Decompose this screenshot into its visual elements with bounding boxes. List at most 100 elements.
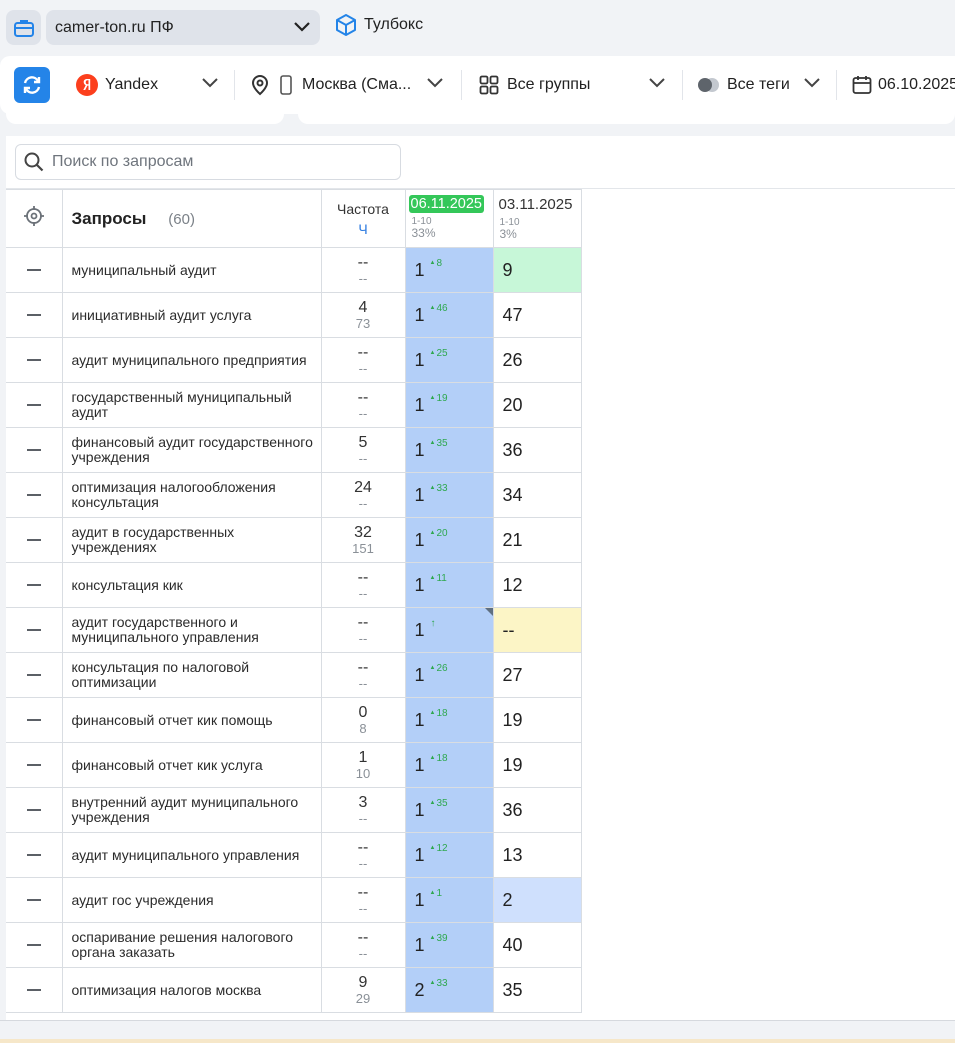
region-select[interactable]: Москва (Сма...	[250, 73, 411, 97]
query-cell[interactable]: муниципальный аудит	[61, 247, 322, 293]
project-select[interactable]: camer-ton.ru ПФ	[46, 10, 320, 45]
table-row[interactable]: финансовый отчет кик помощь 0 8 1 ▲18 19	[6, 697, 582, 743]
toolbox-link[interactable]: Тулбокс	[334, 13, 423, 37]
row-action[interactable]	[6, 607, 63, 653]
position-cell-previous[interactable]: 47	[492, 292, 582, 338]
row-action[interactable]	[6, 337, 63, 383]
queries-header[interactable]: Запросы (60)	[61, 189, 322, 248]
date-column-header[interactable]: 03.11.2025 1-10 3%	[492, 189, 582, 248]
table-row[interactable]: оптимизация налогов москва 9 29 2 ▲33 35	[6, 967, 582, 1013]
row-action[interactable]	[6, 967, 63, 1013]
groups-select[interactable]: Все группы	[479, 73, 590, 97]
position-cell-previous[interactable]: 19	[492, 697, 582, 743]
position-cell-previous[interactable]: 2	[492, 877, 582, 923]
position-cell-current[interactable]: 2 ▲33	[404, 967, 494, 1013]
table-row[interactable]: оспаривание решения налогового органа за…	[6, 922, 582, 968]
query-cell[interactable]: финансовый аудит государственного учрежд…	[61, 427, 322, 473]
position-cell-current[interactable]: 1 ▲1	[404, 877, 494, 923]
position-cell-current[interactable]: 1 ↑	[404, 607, 494, 653]
row-action[interactable]	[6, 877, 63, 923]
query-cell[interactable]: внутренний аудит муниципального учрежден…	[61, 787, 322, 833]
table-row[interactable]: аудит в государственных учреждениях 32 151…	[6, 517, 582, 563]
position-cell-previous[interactable]: --	[492, 607, 582, 653]
table-row[interactable]: финансовый отчет кик услуга 1 10 1 ▲18 19	[6, 742, 582, 788]
query-cell[interactable]: оспаривание решения налогового органа за…	[61, 922, 322, 968]
position-cell-previous[interactable]: 13	[492, 832, 582, 878]
search-input[interactable]: Поиск по запросам	[15, 144, 401, 180]
table-row[interactable]: муниципальный аудит -- -- 1 ▲8 9	[6, 247, 582, 293]
chevron-down-icon[interactable]	[201, 75, 219, 91]
date-column-header[interactable]: 06.11.2025 1-10 33%	[404, 189, 494, 248]
position-cell-current[interactable]: 1 ▲39	[404, 922, 494, 968]
position-cell-current[interactable]: 1 ▲18	[404, 697, 494, 743]
query-cell[interactable]: финансовый отчет кик услуга	[61, 742, 322, 788]
position-cell-previous[interactable]: 35	[492, 967, 582, 1013]
row-action[interactable]	[6, 562, 63, 608]
row-action[interactable]	[6, 697, 63, 743]
table-row[interactable]: аудит муниципального предприятия -- -- 1 ▲25…	[6, 337, 582, 383]
position-cell-previous[interactable]: 9	[492, 247, 582, 293]
position-cell-previous[interactable]: 36	[492, 787, 582, 833]
query-cell[interactable]: оптимизация налогообложения консультация	[61, 472, 322, 518]
refresh-button[interactable]	[14, 67, 50, 103]
table-row[interactable]: внутренний аудит муниципального учрежден…	[6, 787, 582, 833]
query-cell[interactable]: аудит муниципального предприятия	[61, 337, 322, 383]
row-action[interactable]	[6, 922, 63, 968]
position-cell-previous[interactable]: 19	[492, 742, 582, 788]
row-action[interactable]	[6, 517, 63, 563]
position-cell-previous[interactable]: 40	[492, 922, 582, 968]
position-cell-current[interactable]: 1 ▲20	[404, 517, 494, 563]
position-cell-current[interactable]: 1 ▲25	[404, 337, 494, 383]
query-cell[interactable]: аудит гос учреждения	[61, 877, 322, 923]
row-action[interactable]	[6, 247, 63, 293]
query-cell[interactable]: аудит государственного и муниципального …	[61, 607, 322, 653]
position-cell-current[interactable]: 1 ▲11	[404, 562, 494, 608]
position-cell-current[interactable]: 1 ▲8	[404, 247, 494, 293]
table-row[interactable]: аудит гос учреждения -- -- 1 ▲1 2	[6, 877, 582, 923]
table-row[interactable]: государственный муниципальный аудит -- -- 1…	[6, 382, 582, 428]
table-row[interactable]: консультация кик -- -- 1 ▲11 12	[6, 562, 582, 608]
table-row[interactable]: финансовый аудит государственного учрежд…	[6, 427, 582, 473]
briefcase-button[interactable]	[6, 10, 41, 45]
position-cell-current[interactable]: 1 ▲35	[404, 427, 494, 473]
frequency-header[interactable]: Частота Ч	[320, 189, 406, 248]
query-cell[interactable]: аудит муниципального управления	[61, 832, 322, 878]
row-action[interactable]	[6, 832, 63, 878]
position-cell-previous[interactable]: 26	[492, 337, 582, 383]
row-action[interactable]	[6, 382, 63, 428]
row-action[interactable]	[6, 742, 63, 788]
table-row[interactable]: консультация по налоговой оптимизации -- -…	[6, 652, 582, 698]
query-cell[interactable]: консультация кик	[61, 562, 322, 608]
query-cell[interactable]: аудит в государственных учреждениях	[61, 517, 322, 563]
table-row[interactable]: инициативный аудит услуга 4 73 1 ▲46 47	[6, 292, 582, 338]
position-cell-previous[interactable]: 12	[492, 562, 582, 608]
position-cell-previous[interactable]: 20	[492, 382, 582, 428]
position-cell-previous[interactable]: 27	[492, 652, 582, 698]
position-cell-current[interactable]: 1 ▲35	[404, 787, 494, 833]
chevron-down-icon[interactable]	[426, 75, 444, 91]
query-cell[interactable]: консультация по налоговой оптимизации	[61, 652, 322, 698]
position-cell-previous[interactable]: 36	[492, 427, 582, 473]
position-cell-current[interactable]: 1 ▲19	[404, 382, 494, 428]
position-cell-current[interactable]: 1 ▲46	[404, 292, 494, 338]
target-header[interactable]	[6, 189, 63, 248]
position-cell-current[interactable]: 1 ▲12	[404, 832, 494, 878]
engine-select[interactable]: Yandex	[76, 73, 158, 97]
table-row[interactable]: оптимизация налогообложения консультация…	[6, 472, 582, 518]
table-row[interactable]: аудит государственного и муниципального …	[6, 607, 582, 653]
position-cell-current[interactable]: 1 ▲26	[404, 652, 494, 698]
position-cell-current[interactable]: 1 ▲33	[404, 472, 494, 518]
query-cell[interactable]: оптимизация налогов москва	[61, 967, 322, 1013]
chevron-down-icon[interactable]	[648, 75, 666, 91]
position-cell-previous[interactable]: 21	[492, 517, 582, 563]
row-action[interactable]	[6, 787, 63, 833]
row-action[interactable]	[6, 292, 63, 338]
query-cell[interactable]: финансовый отчет кик помощь	[61, 697, 322, 743]
row-action[interactable]	[6, 427, 63, 473]
query-cell[interactable]: государственный муниципальный аудит	[61, 382, 322, 428]
chevron-down-icon[interactable]	[803, 75, 821, 91]
frequency-unit[interactable]: Ч	[358, 220, 368, 237]
row-action[interactable]	[6, 652, 63, 698]
table-row[interactable]: аудит муниципального управления -- -- 1 ▲12 1…	[6, 832, 582, 878]
position-cell-current[interactable]: 1 ▲18	[404, 742, 494, 788]
